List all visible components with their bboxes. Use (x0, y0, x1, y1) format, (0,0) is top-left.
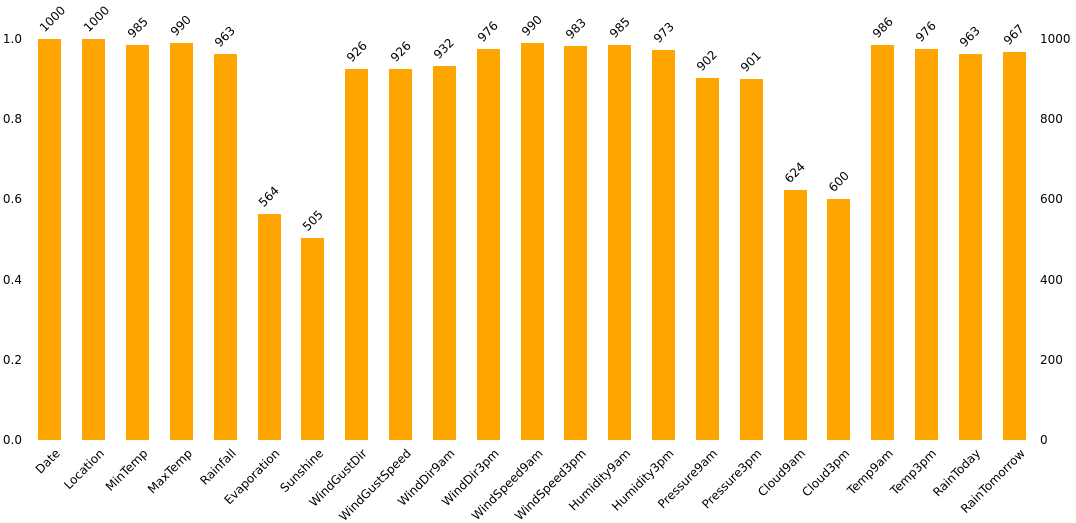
bar-value-label: 564 (255, 183, 282, 210)
bar-value-label: 932 (431, 35, 458, 63)
bar-value-label: 963 (211, 23, 239, 50)
bar-Rainfall (213, 53, 237, 440)
y-tick-label-left: 0.0 (2, 433, 22, 447)
x-tick-label: Date (32, 446, 64, 477)
bar-value-label: 963 (957, 23, 984, 50)
y-axis-left: 0.0 0.2 0.4 0.6 0.8 1.0 (0, 32, 22, 447)
bar-Location (82, 39, 106, 440)
x-axis: Date Location MinTemp MaxTemp Rainfall Evapor… (28, 440, 1036, 523)
y-tick-label-left: 0.8 (2, 112, 22, 127)
bar-value-label: 976 (474, 18, 502, 45)
bar-Cloud9am (783, 189, 807, 440)
bar-value-label: 902 (694, 47, 721, 75)
bar-value-label: 976 (913, 18, 940, 45)
x-tick-label: MaxTemp (144, 446, 195, 497)
bar-WindSpeed3pm (564, 45, 588, 440)
y-tick-label-right: 800 (1040, 112, 1063, 127)
bar-value-label: 901 (737, 48, 764, 75)
bar-MaxTemp (169, 43, 193, 440)
bar-Humidity3pm (652, 49, 675, 440)
y-tick-label-left: 1.0 (2, 32, 22, 46)
x-tick-label: Rainfall (196, 446, 239, 488)
bar-RainTomorrow (1002, 52, 1026, 440)
bar-value-label: 986 (869, 14, 896, 41)
y-tick-label-right: 200 (1040, 352, 1063, 367)
bar-value-label: 973 (650, 19, 677, 46)
bar-value-label: 624 (781, 159, 808, 186)
y-tick-label-left: 0.6 (2, 192, 22, 207)
bar-WindGustSpeed (389, 68, 412, 440)
bar-value-label: 985 (124, 14, 151, 41)
bar-value-label: 1000 (80, 3, 112, 35)
bar-Pressure9am (695, 78, 719, 440)
bar-Sunshine (301, 237, 325, 440)
y-tick-label-left: 0.2 (2, 352, 22, 367)
y-tick-label-right: 600 (1040, 192, 1063, 207)
bar-value-label: 967 (1000, 21, 1027, 48)
bar-WindDir9am (432, 66, 456, 440)
bar-Pressure3pm (739, 78, 763, 440)
bar-value-label: 926 (387, 38, 414, 65)
x-tick-label: MinTemp (103, 446, 151, 494)
bar-value-label: 1000 (36, 3, 69, 35)
bar-Date (38, 39, 62, 440)
plot-area: 1000 1000 985 990 963 564 505 926 926 932 976 990 98… (28, 3, 1036, 440)
bar-Temp3pm (914, 48, 938, 440)
bar-WindGustDir (345, 68, 369, 440)
y-tick-label-right: 0 (1040, 433, 1048, 447)
bar-value-label: 983 (562, 15, 589, 42)
bar-value-label: 926 (343, 38, 370, 65)
bar-value-label: 505 (299, 207, 326, 234)
y-tick-label-left: 0.4 (2, 272, 22, 287)
bar-Temp9am (871, 44, 895, 440)
y-axis-right: 0 200 400 600 800 1000 (1040, 32, 1076, 447)
bar-value-label: 600 (825, 169, 852, 196)
y-tick-label-right: 1000 (1040, 32, 1071, 46)
bar-MinTemp (126, 45, 150, 440)
bar-value-label: 985 (606, 14, 633, 41)
bar-Humidity9am (608, 45, 632, 440)
bar-RainToday (958, 53, 982, 440)
y-tick-label-right: 400 (1040, 272, 1063, 287)
bar-Evaporation (257, 213, 281, 440)
bar-WindDir3pm (476, 48, 500, 440)
x-tick-label: Temp9am (844, 446, 896, 498)
x-tick-label: Location (61, 446, 107, 493)
bar-Cloud3pm (827, 199, 851, 440)
bar-value-label: 990 (518, 12, 545, 39)
bar-value-label: 990 (168, 12, 195, 39)
bar-WindSpeed9am (520, 43, 544, 440)
